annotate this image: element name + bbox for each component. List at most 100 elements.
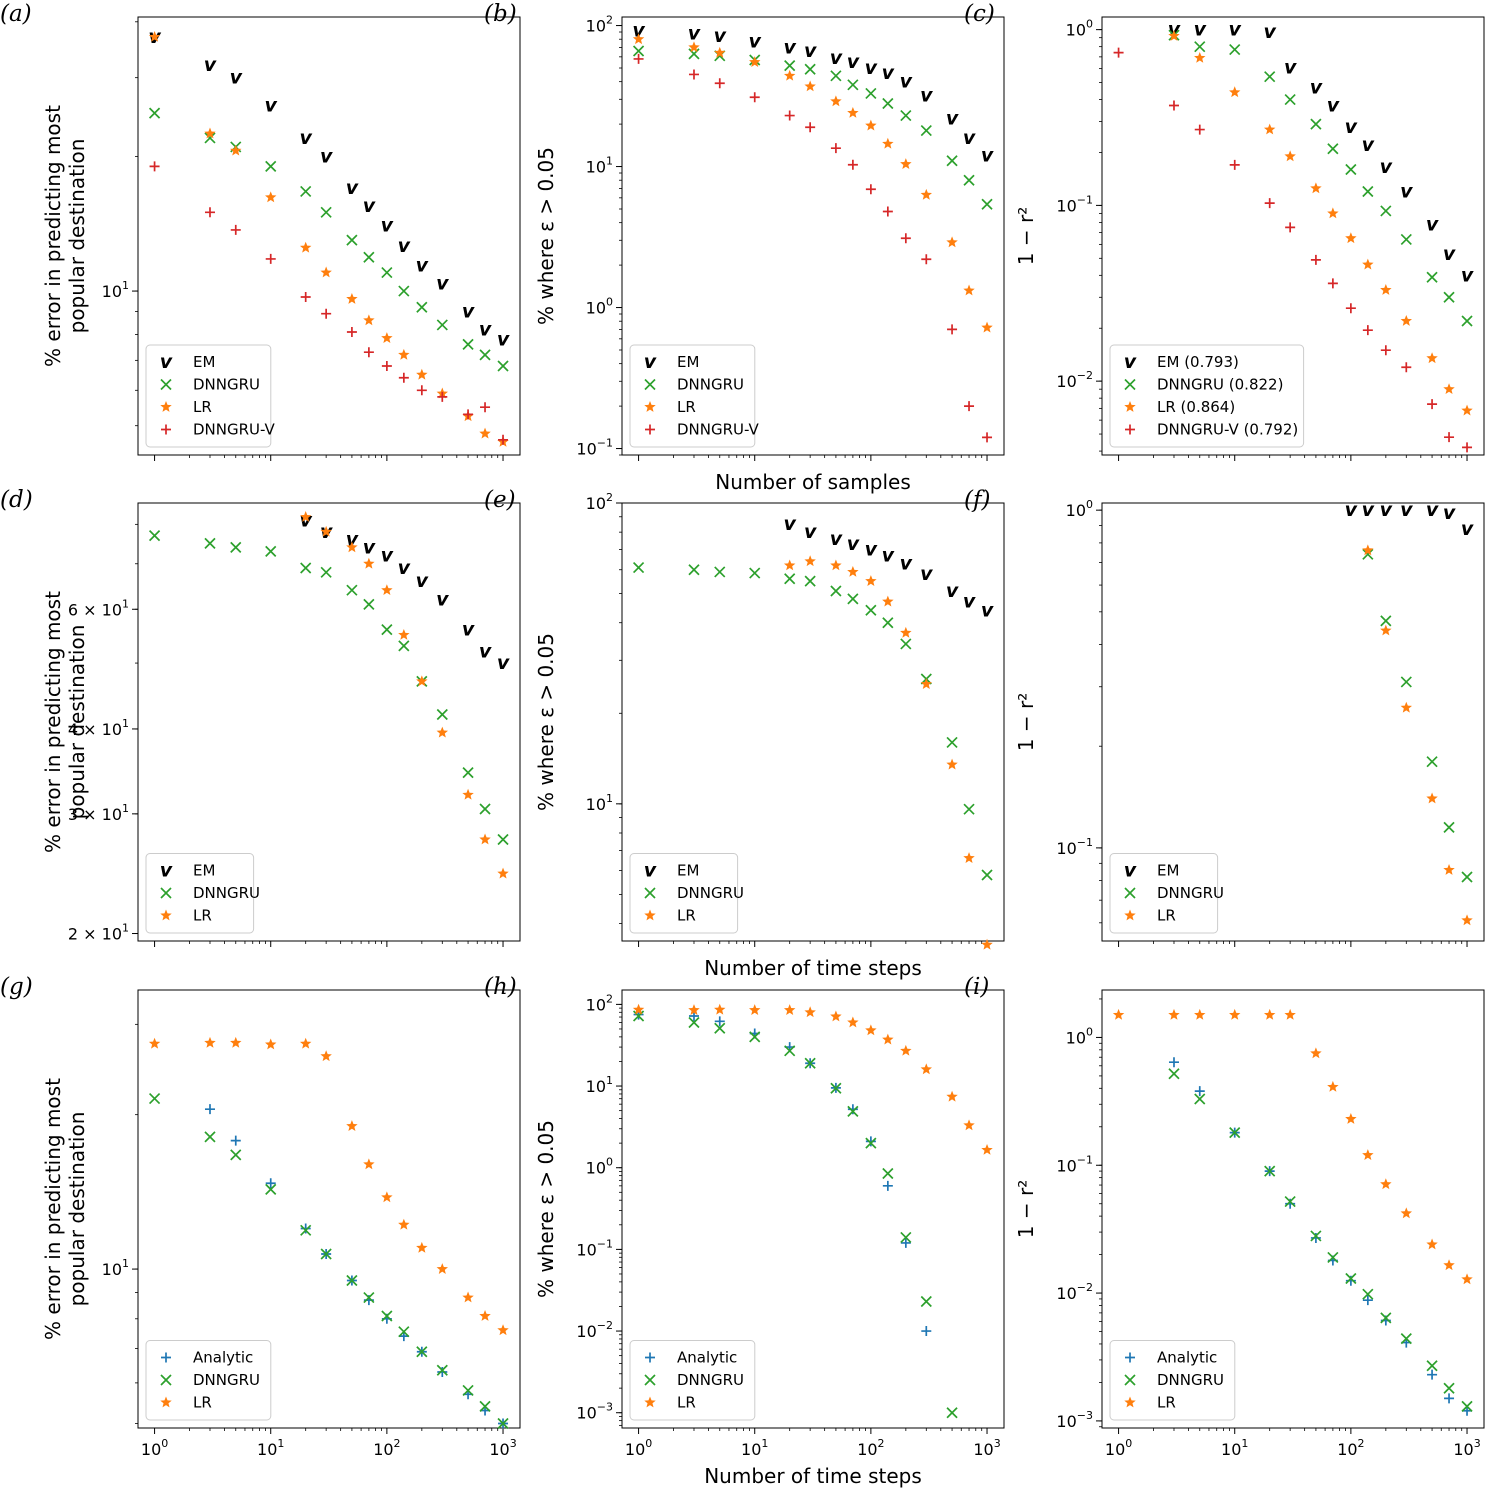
series-lr bbox=[148, 1036, 509, 1336]
data-point bbox=[982, 432, 993, 443]
data-point bbox=[1194, 51, 1206, 63]
legend-entry: v EM bbox=[1124, 860, 1180, 882]
data-point bbox=[1426, 1238, 1438, 1250]
data-point bbox=[1327, 143, 1339, 155]
data-point bbox=[1229, 43, 1241, 56]
data-point: v bbox=[436, 589, 449, 611]
legend: v EM DNNGRU LR bbox=[1109, 853, 1224, 934]
legend-entry: DNNGRU bbox=[644, 376, 744, 394]
series-lr bbox=[632, 1003, 993, 1155]
data-point bbox=[921, 1326, 932, 1337]
data-point bbox=[830, 95, 842, 107]
legend-label: EM bbox=[1157, 862, 1179, 880]
y-tick-label: 10−1 bbox=[1056, 836, 1093, 858]
data-point bbox=[346, 234, 358, 246]
data-point bbox=[1426, 756, 1438, 768]
data-point bbox=[1443, 383, 1455, 395]
data-point bbox=[204, 132, 216, 144]
data-point bbox=[398, 1218, 410, 1230]
y-tick-label: 100 bbox=[1066, 18, 1093, 40]
data-point bbox=[865, 1137, 877, 1149]
panel-h: (h) 100 101 102 103 10−3 10−2 10−1 100 101 102 % wh… bbox=[484, 974, 1005, 1488]
data-point bbox=[900, 109, 912, 122]
data-point bbox=[981, 198, 993, 210]
data-point bbox=[1168, 30, 1180, 41]
data-point bbox=[946, 758, 958, 770]
data-point bbox=[265, 1038, 277, 1050]
legend-entry: Analytic bbox=[645, 1349, 737, 1367]
data-point bbox=[632, 45, 645, 57]
data-point bbox=[381, 1191, 393, 1203]
legend-marker bbox=[1125, 424, 1135, 435]
data-point: v bbox=[1426, 499, 1439, 521]
y-axis-label: % error in predicting mostpopular destin… bbox=[41, 105, 89, 367]
data-point bbox=[148, 1092, 161, 1105]
data-point: v bbox=[865, 57, 878, 79]
data-point bbox=[847, 106, 859, 118]
data-point: v bbox=[398, 557, 411, 579]
y-tick-label: 10−1 bbox=[1056, 193, 1093, 215]
data-point bbox=[632, 1003, 645, 1015]
data-point bbox=[381, 584, 393, 596]
data-point: v bbox=[1380, 156, 1393, 178]
series-dnngru bbox=[148, 107, 509, 372]
data-point bbox=[946, 736, 958, 749]
x-tick-label: 101 bbox=[741, 1437, 768, 1459]
data-point bbox=[847, 159, 858, 170]
legend-label: LR bbox=[193, 907, 212, 925]
data-point bbox=[632, 561, 645, 574]
legend-entry: DNNGRU bbox=[644, 884, 744, 902]
data-point bbox=[1362, 548, 1374, 560]
legend-label: EM bbox=[193, 353, 215, 371]
data-point bbox=[363, 1291, 375, 1304]
legend-marker bbox=[644, 909, 656, 921]
data-point bbox=[784, 573, 796, 585]
data-point: v bbox=[830, 528, 843, 550]
legend-entry: v EM bbox=[644, 860, 700, 882]
data-point bbox=[1310, 1232, 1321, 1243]
data-point bbox=[1362, 185, 1374, 198]
data-point bbox=[1427, 399, 1438, 410]
y-axis-label: % where ε > 0.05 bbox=[534, 633, 558, 811]
series-dnngru bbox=[1168, 1068, 1473, 1412]
legend-entry: DNNGRU bbox=[1124, 884, 1224, 902]
data-point bbox=[946, 155, 958, 167]
legend: Analytic DNNGRU LR bbox=[1109, 1340, 1236, 1421]
y-axis-label: % where ε > 0.05 bbox=[534, 147, 558, 325]
data-point bbox=[381, 332, 393, 343]
data-point bbox=[398, 628, 410, 640]
legend-marker: v bbox=[160, 860, 173, 882]
y-tick-label: 100 bbox=[1066, 1025, 1093, 1047]
y-tick-label: 102 bbox=[586, 992, 613, 1014]
data-point bbox=[1310, 1047, 1322, 1059]
data-point bbox=[1380, 345, 1391, 356]
x-tick-label: 101 bbox=[257, 1437, 284, 1459]
legend-label: DNNGRU bbox=[677, 376, 744, 394]
data-point: v bbox=[230, 67, 243, 89]
data-point bbox=[497, 867, 509, 879]
data-point bbox=[830, 559, 842, 571]
data-point: v bbox=[847, 51, 860, 73]
axes-frame bbox=[621, 502, 1005, 942]
data-point bbox=[230, 1036, 242, 1048]
data-point bbox=[1112, 1008, 1125, 1020]
legend-label: Analytic bbox=[193, 1349, 253, 1367]
data-point bbox=[320, 525, 332, 537]
data-point bbox=[900, 1044, 912, 1056]
data-point: v bbox=[981, 144, 994, 166]
legend-marker: v bbox=[644, 351, 657, 373]
data-point bbox=[804, 80, 816, 92]
data-point bbox=[1168, 1008, 1180, 1020]
data-point bbox=[900, 638, 912, 650]
y-tick-label: 102 bbox=[586, 491, 613, 513]
data-point bbox=[346, 584, 358, 596]
data-point: v bbox=[1461, 264, 1474, 286]
data-point bbox=[946, 1407, 958, 1419]
data-point bbox=[265, 1178, 276, 1189]
y-tick-label: 6 × 101 bbox=[68, 597, 129, 619]
data-point bbox=[865, 575, 877, 586]
data-point bbox=[714, 1016, 725, 1027]
